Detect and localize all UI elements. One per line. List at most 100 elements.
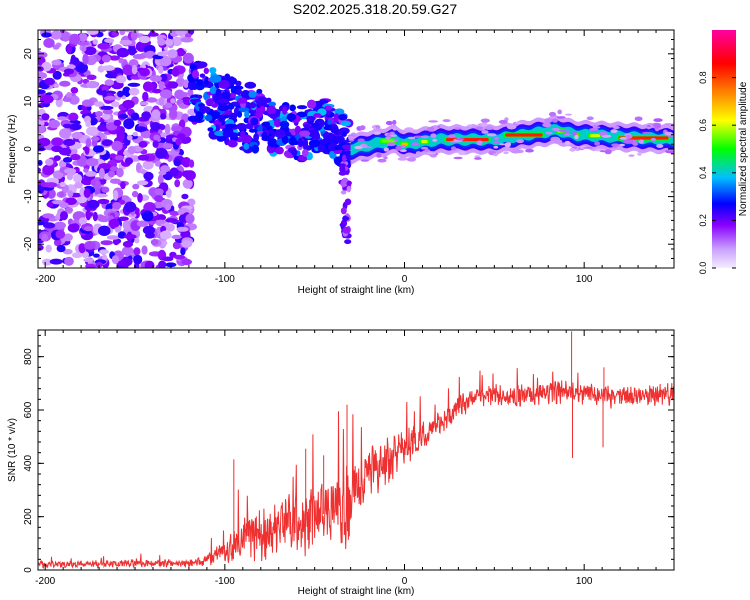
- heatmap-cell: [121, 246, 134, 257]
- heatmap-cell: [454, 127, 461, 130]
- heatmap-band: [446, 137, 489, 142]
- heatmap-cell: [174, 179, 181, 188]
- heatmap-cell: [112, 189, 119, 201]
- heatmap-cell: [326, 135, 337, 143]
- heatmap-cell: [206, 98, 214, 106]
- heatmap-cell: [619, 143, 625, 147]
- heatmap-cell: [102, 109, 114, 115]
- heatmap-cell: [95, 261, 103, 268]
- heatmap-cell: [112, 202, 122, 210]
- y-tick-label: 600: [23, 401, 34, 418]
- colorbar-tick-label: 0.6: [698, 119, 708, 132]
- heatmap-cell: [656, 144, 664, 148]
- heatmap-cell: [634, 116, 643, 122]
- heatmap-cell: [111, 140, 123, 152]
- heatmap-cell: [140, 101, 149, 106]
- heatmap-cell: [551, 118, 558, 123]
- colorbar-ticks: 0.0 0.2 0.4 0.6 0.8: [698, 71, 736, 274]
- heatmap-cell: [38, 89, 46, 95]
- heatmap-cell: [340, 207, 347, 215]
- heatmap-cell: [156, 51, 169, 57]
- heatmap-cell: [298, 137, 303, 148]
- heatmap-cell: [346, 185, 351, 193]
- heatmap-cell: [169, 108, 178, 119]
- heatmap-cell: [45, 158, 54, 166]
- heatmap-cell: [669, 123, 674, 128]
- heatmap-cell: [111, 255, 119, 265]
- heatmap-cell: [111, 30, 120, 37]
- heatmap-cell: [481, 130, 489, 134]
- heatmap-cell: [98, 163, 112, 170]
- y-tick-label: 20: [23, 48, 34, 60]
- heatmap-cell: [338, 114, 348, 121]
- heatmap-cell: [594, 141, 600, 146]
- heatmap-cell: [484, 126, 494, 130]
- colorbar: 0.0 0.2 0.4 0.6 0.8 Normalized spectral ampl…: [698, 30, 749, 274]
- heatmap-cell: [148, 32, 159, 37]
- heatmap-cell: [83, 258, 94, 263]
- heatmap-band: [420, 140, 428, 144]
- heatmap-cell: [475, 126, 484, 130]
- y-tick-label: -20: [23, 237, 34, 252]
- heatmap-cell: [95, 111, 103, 117]
- heatmap-cell: [57, 116, 68, 121]
- heatmap-cell: [38, 137, 51, 147]
- heatmap-cell: [360, 159, 369, 162]
- heatmap-cell: [41, 61, 52, 72]
- heatmap-cell: [199, 106, 211, 113]
- heatmap-cell: [504, 142, 511, 148]
- heatmap-cell: [187, 89, 194, 97]
- heatmap-cell: [474, 157, 482, 160]
- heatmap-cell: [134, 126, 147, 132]
- heatmap-cell: [169, 211, 180, 216]
- heatmap-cell: [158, 65, 164, 74]
- heatmap-cell: [107, 170, 116, 178]
- heatmap-cell: [385, 120, 393, 126]
- x-tick-label: 100: [576, 274, 593, 285]
- spectrogram-heatmap: [38, 30, 674, 268]
- heatmap-cell: [386, 142, 397, 147]
- heatmap-cell: [84, 240, 96, 250]
- x-tick-label: 100: [576, 576, 593, 587]
- heatmap-cell: [428, 120, 438, 123]
- heatmap-cell: [45, 182, 57, 188]
- heatmap-cell: [92, 39, 99, 45]
- heatmap-cell: [124, 157, 134, 165]
- heatmap-cell: [184, 33, 192, 38]
- heatmap-cell: [127, 45, 137, 56]
- heatmap-cell: [393, 138, 399, 142]
- colorbar-tick-label: 0.8: [698, 71, 708, 84]
- heatmap-cell: [42, 164, 55, 176]
- heatmap-cell: [51, 145, 63, 153]
- heatmap-cell: [164, 102, 173, 109]
- heatmap-cell: [136, 180, 149, 186]
- heatmap-cell: [286, 113, 297, 121]
- heatmap-cell: [275, 129, 286, 138]
- heatmap-cell: [41, 233, 48, 242]
- heatmap-cell: [86, 199, 100, 209]
- heatmap-cell: [132, 183, 140, 190]
- heatmap-cell: [664, 131, 673, 136]
- heatmap-cell: [279, 120, 290, 129]
- heatmap-cell: [346, 180, 351, 188]
- heatmap-cell: [122, 64, 133, 76]
- colorbar-tick-label: 0.2: [698, 214, 708, 227]
- heatmap-cell: [122, 86, 131, 98]
- heatmap-cell: [160, 113, 167, 120]
- heatmap-cell: [38, 125, 45, 134]
- heatmap-cell: [104, 95, 117, 101]
- heatmap-cell: [104, 38, 115, 43]
- heatmap-cell: [641, 131, 651, 134]
- heatmap-cell: [44, 77, 55, 86]
- heatmap-cell: [66, 44, 73, 55]
- heatmap-cell: [69, 123, 82, 131]
- heatmap-cell: [99, 249, 109, 255]
- heatmap-cell: [38, 72, 47, 80]
- heatmap-cell: [301, 149, 309, 157]
- heatmap-cell: [164, 203, 172, 211]
- heatmap-cell: [136, 162, 142, 172]
- heatmap-cell: [248, 128, 257, 133]
- heatmap-cell: [137, 154, 150, 161]
- heatmap-cell: [644, 126, 653, 129]
- heatmap-cell: [327, 119, 333, 125]
